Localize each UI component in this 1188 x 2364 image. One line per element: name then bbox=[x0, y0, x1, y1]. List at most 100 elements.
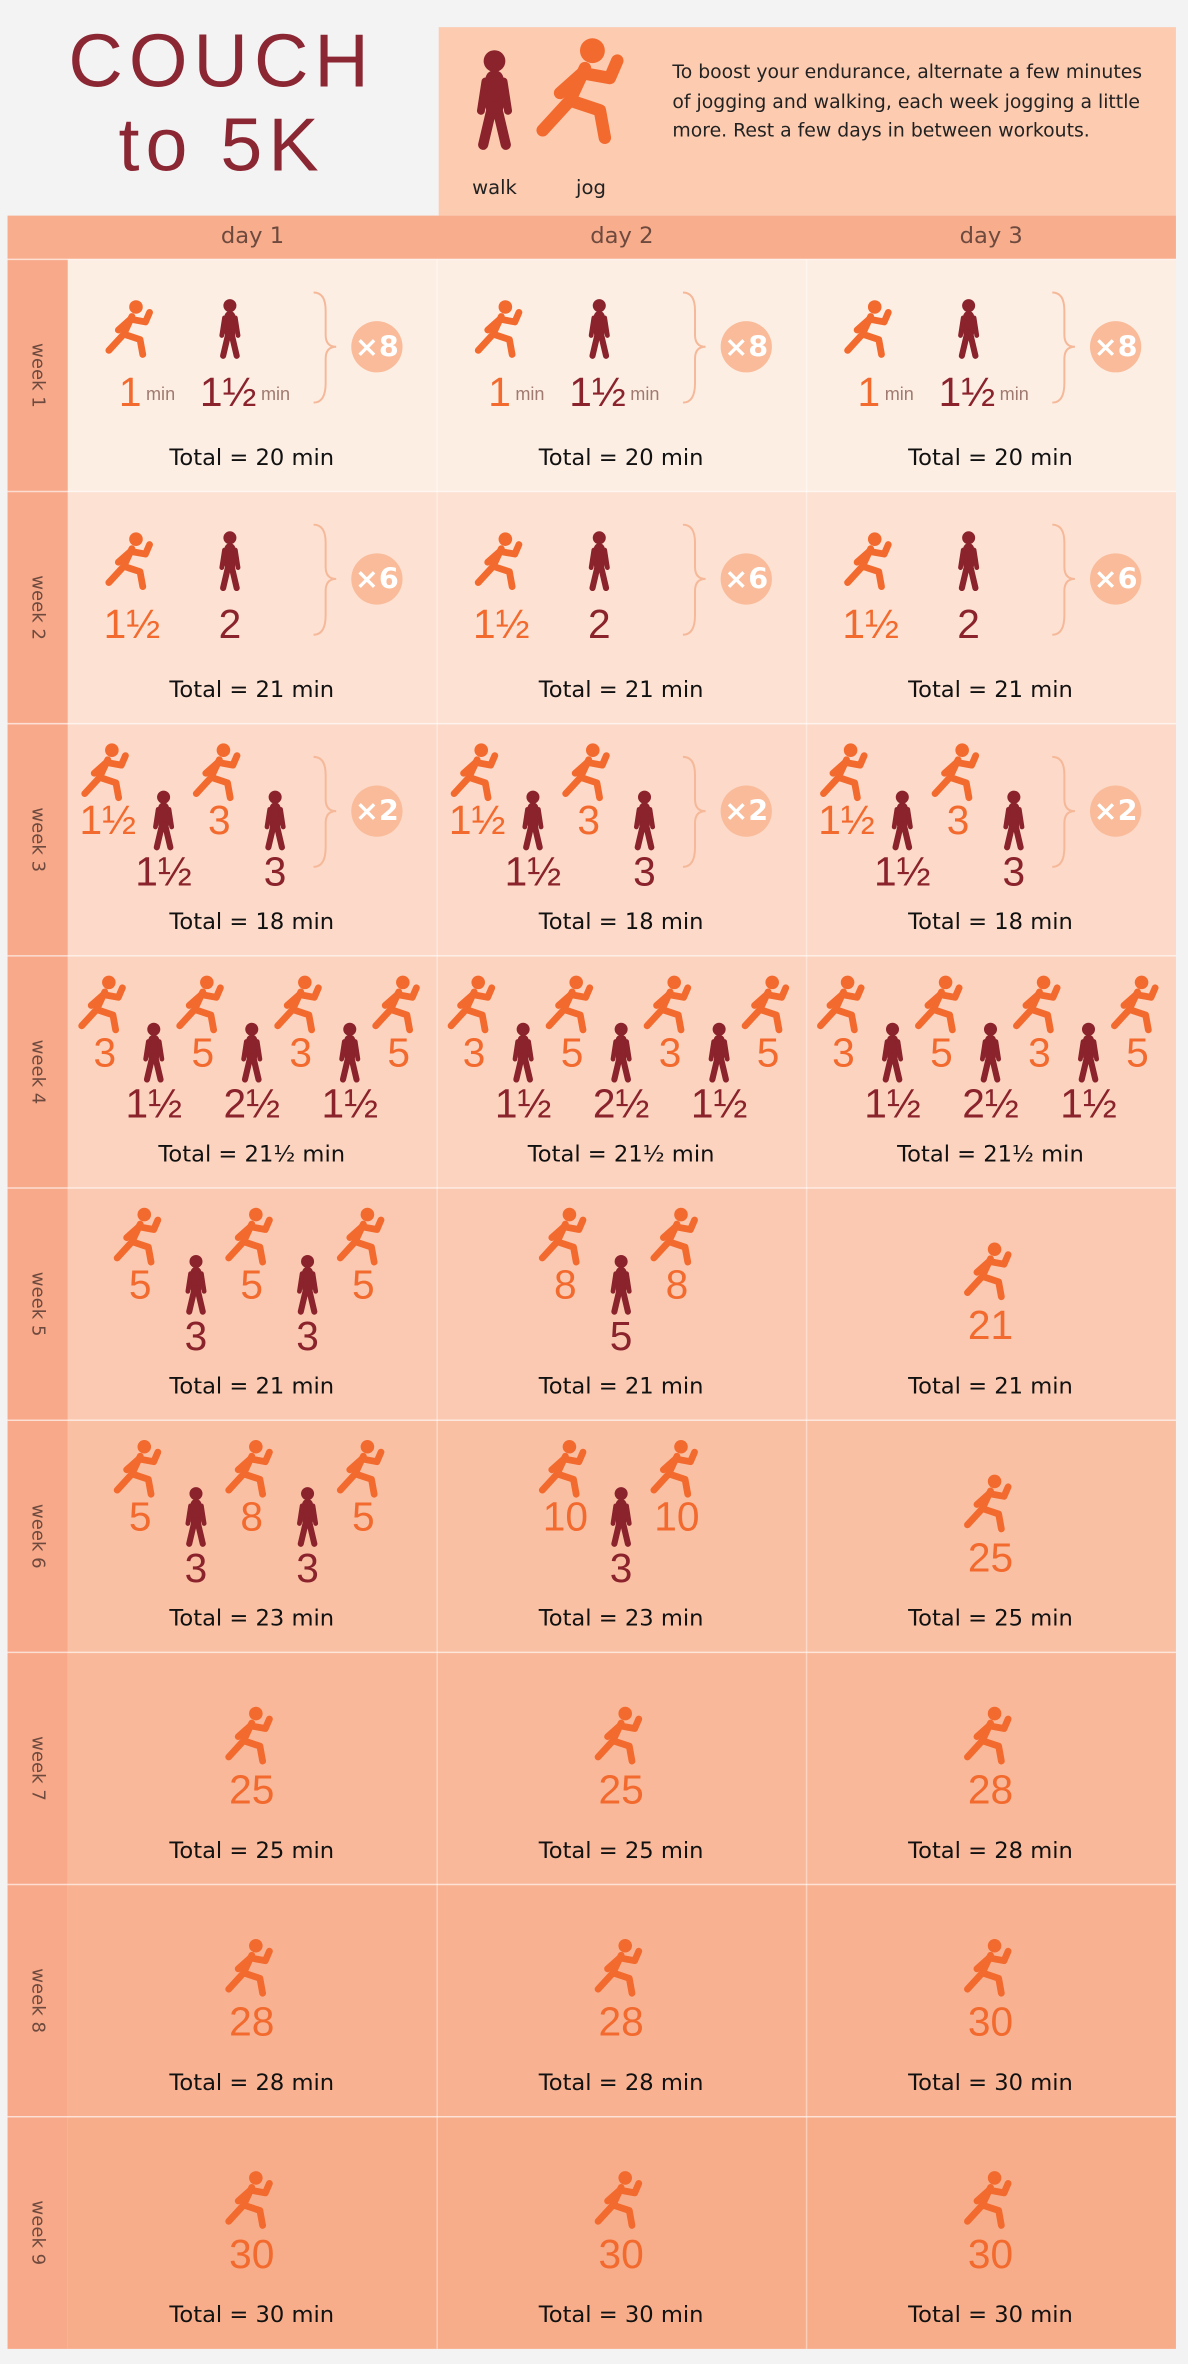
step-label: 5 bbox=[561, 1029, 584, 1075]
repeat-count: ×2 bbox=[1094, 794, 1138, 828]
week-label: week 6 bbox=[28, 1504, 49, 1569]
step-label: 8 bbox=[554, 1261, 577, 1307]
step-minutes: 25 bbox=[968, 1534, 1013, 1580]
step-label: 30 bbox=[599, 2231, 644, 2277]
step-minutes: 1½ bbox=[449, 797, 506, 843]
day-total: Total = 21 min bbox=[538, 677, 704, 703]
day-total: Total = 20 min bbox=[538, 445, 704, 471]
step-minutes: 30 bbox=[229, 2231, 274, 2277]
step-minutes: 3 bbox=[463, 1029, 486, 1075]
step-label: 10 bbox=[543, 1493, 588, 1539]
step-label: 3 bbox=[463, 1029, 486, 1075]
step-label: 3 bbox=[264, 848, 287, 894]
week-row bbox=[67, 1884, 1176, 2117]
step-label: 1½ bbox=[80, 797, 137, 843]
step-label: 1½ bbox=[495, 1080, 552, 1126]
repeat-count: ×6 bbox=[355, 561, 399, 595]
step-label: 3 bbox=[577, 797, 600, 843]
step-minutes: 28 bbox=[599, 1999, 644, 2045]
step-minutes: 5 bbox=[930, 1029, 953, 1075]
repeat-badge bbox=[720, 785, 772, 837]
step-label: 2½ bbox=[593, 1080, 650, 1126]
step-minutes: 1½ bbox=[473, 601, 530, 647]
step-minutes: 5 bbox=[387, 1029, 410, 1075]
step-minutes: 8 bbox=[240, 1493, 263, 1539]
week-label-cell bbox=[7, 491, 68, 724]
step-minutes: 25 bbox=[599, 1766, 644, 1812]
step-label: 5 bbox=[352, 1493, 375, 1539]
day-total: Total = 25 min bbox=[538, 1838, 704, 1864]
step-minutes: 3 bbox=[947, 797, 970, 843]
step-minutes: 3 bbox=[93, 1029, 116, 1075]
brace bbox=[1052, 755, 1075, 868]
step-label: 3 bbox=[208, 797, 231, 843]
step-minutes: 2 bbox=[957, 601, 980, 647]
step-minutes: 1 bbox=[119, 369, 142, 415]
header-row bbox=[7, 215, 1176, 260]
title-line: to 5K bbox=[119, 103, 325, 187]
step-label: 1½ bbox=[321, 1080, 378, 1126]
day-total: Total = 21 min bbox=[538, 1374, 704, 1400]
day-total: Total = 30 min bbox=[538, 2302, 704, 2328]
step-minutes: 1½ bbox=[495, 1080, 552, 1126]
step-label: 3 bbox=[1028, 1029, 1051, 1075]
step-label: 1 min bbox=[119, 369, 175, 415]
brace bbox=[313, 755, 337, 868]
step-minutes: 1½ bbox=[939, 369, 996, 415]
step-label: 3 bbox=[1003, 848, 1026, 894]
day-total: Total = 18 min bbox=[168, 909, 334, 935]
step-minutes: 5 bbox=[129, 1261, 152, 1307]
week-label-cell bbox=[7, 1188, 68, 1421]
brace bbox=[1052, 291, 1075, 404]
brace bbox=[313, 523, 337, 636]
day-total: Total = 28 min bbox=[168, 2070, 334, 2096]
repeat-badge bbox=[351, 321, 403, 373]
brace bbox=[313, 291, 337, 404]
step-minutes: 1½ bbox=[691, 1080, 748, 1126]
step-label: 1½ bbox=[1060, 1080, 1117, 1126]
step-minutes: 3 bbox=[208, 797, 231, 843]
repeat-count: ×2 bbox=[355, 794, 399, 828]
intro-box bbox=[438, 27, 1176, 216]
step-label: 10 bbox=[654, 1493, 699, 1539]
step-minutes: 25 bbox=[229, 1766, 274, 1812]
step-label: 3 bbox=[296, 1545, 319, 1591]
step-label: 5 bbox=[1126, 1029, 1149, 1075]
step-label: 25 bbox=[968, 1534, 1013, 1580]
day-total: Total = 21 min bbox=[907, 677, 1073, 703]
step-minutes: 1½ bbox=[818, 797, 875, 843]
step-unit: min bbox=[885, 384, 914, 404]
step-label: 30 bbox=[968, 1999, 1013, 2045]
day-total: Total = 21 min bbox=[168, 677, 334, 703]
day-total: Total = 20 min bbox=[168, 445, 334, 471]
repeat-badge bbox=[351, 553, 403, 605]
step-label: 1½ bbox=[449, 797, 506, 843]
step-label: 5 bbox=[191, 1029, 214, 1075]
step-label: 5 bbox=[757, 1029, 780, 1075]
step-minutes: 3 bbox=[633, 848, 656, 894]
week-label: week 8 bbox=[28, 1968, 49, 2033]
step-minutes: 2 bbox=[588, 601, 611, 647]
step-label: 3 bbox=[93, 1029, 116, 1075]
week-row bbox=[67, 723, 1176, 956]
title-line: COUCH bbox=[68, 18, 375, 102]
step-minutes: 3 bbox=[296, 1313, 319, 1359]
step-label: 2 bbox=[219, 601, 242, 647]
step-minutes: 1½ bbox=[1060, 1080, 1117, 1126]
week-row bbox=[67, 491, 1176, 724]
step-unit: min bbox=[515, 384, 544, 404]
step-minutes: 1½ bbox=[505, 848, 562, 894]
step-label: 25 bbox=[229, 1766, 274, 1812]
step-minutes: 5 bbox=[757, 1029, 780, 1075]
step-label: 30 bbox=[968, 2231, 1013, 2277]
step-label: 2 bbox=[957, 601, 980, 647]
day-total: Total = 28 min bbox=[538, 2070, 704, 2096]
step-unit: min bbox=[1000, 384, 1029, 404]
week-label: week 9 bbox=[28, 2200, 49, 2265]
step-minutes: 3 bbox=[185, 1313, 208, 1359]
step-minutes: 1½ bbox=[135, 848, 192, 894]
step-label: 5 bbox=[352, 1261, 375, 1307]
step-minutes: 8 bbox=[554, 1261, 577, 1307]
day-total: Total = 18 min bbox=[907, 909, 1073, 935]
